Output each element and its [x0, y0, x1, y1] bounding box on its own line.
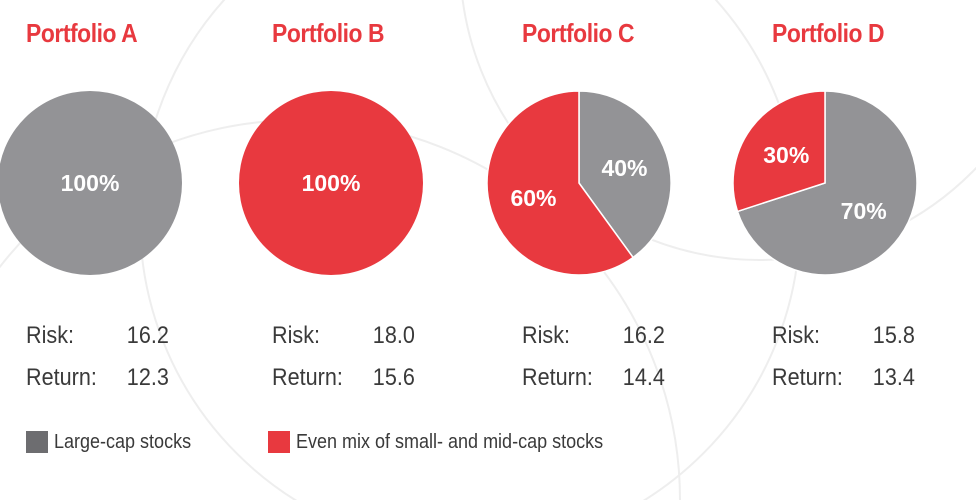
decor-ring — [461, 0, 976, 261]
legend-label: Even mix of small- and mid-cap stocks — [296, 430, 604, 453]
return-row: Return: 15.6 — [272, 364, 415, 392]
risk-row-label: Risk: — [26, 322, 75, 349]
return-row-label: Return: — [772, 364, 843, 391]
risk-row: Risk: 15.8 — [772, 322, 915, 350]
pie-chart: 100% — [0, 91, 182, 275]
slice-label: 40% — [601, 155, 647, 181]
pie-slice — [0, 91, 182, 275]
return-row: Return: 14.4 — [522, 364, 665, 392]
portfolio-b: Portfolio B 100% Risk: 18.0 Return: 15.6 — [239, 18, 423, 392]
pie-slice — [486, 90, 635, 276]
pie-chart: 100% — [239, 91, 423, 275]
slice-label: 60% — [510, 185, 556, 211]
risk-row-label: Risk: — [522, 322, 571, 349]
risk-row: Risk: 16.2 — [26, 322, 169, 350]
return-row-value: 14.4 — [622, 364, 665, 391]
portfolio-a: Portfolio A 100% Risk: 16.2 Return: 12.3 — [0, 18, 182, 392]
risk-row: Risk: 18.0 — [272, 322, 415, 350]
pie-slice — [578, 90, 672, 259]
slice-label: 30% — [763, 142, 809, 168]
risk-row: Risk: 16.2 — [522, 322, 665, 350]
return-row: Return: 12.3 — [26, 364, 169, 392]
legend-swatch — [268, 431, 290, 453]
portfolio-title: Portfolio D — [772, 18, 885, 48]
slice-label: 100% — [61, 170, 120, 196]
risk-row-value: 16.2 — [126, 322, 169, 349]
risk-row-value: 15.8 — [872, 322, 915, 349]
pie-chart: 40% 60% — [486, 90, 672, 276]
pie-slice — [736, 90, 918, 276]
pie-slice — [239, 91, 423, 275]
legend-label: Large-cap stocks — [54, 430, 192, 453]
slice-label: 70% — [841, 198, 887, 224]
legend-item: Even mix of small- and mid-cap stocks — [268, 428, 637, 456]
portfolio-c: Portfolio C 40% 60% Risk: 16.2 Return: 14.4 — [486, 18, 672, 392]
return-row-value: 13.4 — [872, 364, 915, 391]
return-row-label: Return: — [26, 364, 97, 391]
legend-swatch — [26, 431, 48, 453]
risk-row-label: Risk: — [772, 322, 821, 349]
risk-row-label: Risk: — [272, 322, 321, 349]
pie-slice — [732, 90, 826, 213]
pie-chart: 70% 30% — [732, 90, 918, 276]
slice-label: 100% — [302, 170, 361, 196]
portfolio-title: Portfolio C — [522, 18, 635, 48]
return-row-value: 15.6 — [372, 364, 415, 391]
legend-item: Large-cap stocks — [26, 428, 206, 456]
portfolio-title: Portfolio A — [26, 18, 138, 48]
return-row: Return: 13.4 — [772, 364, 915, 392]
return-row-label: Return: — [522, 364, 593, 391]
portfolio-title: Portfolio B — [272, 18, 385, 48]
return-row-label: Return: — [272, 364, 343, 391]
portfolio-d: Portfolio D 70% 30% Risk: 15.8 Return: 13.4 — [732, 18, 918, 392]
return-row-value: 12.3 — [126, 364, 169, 391]
risk-row-value: 16.2 — [622, 322, 665, 349]
risk-row-value: 18.0 — [372, 322, 415, 349]
